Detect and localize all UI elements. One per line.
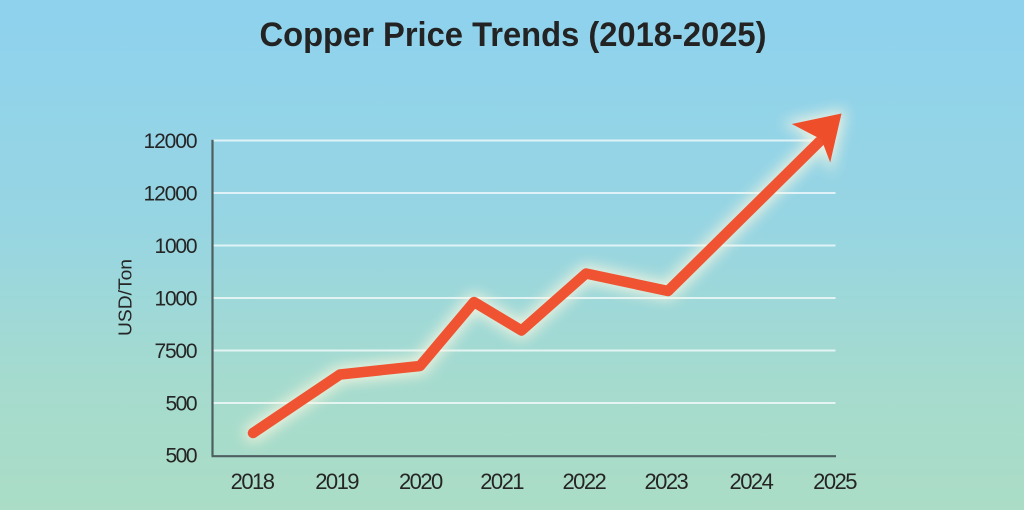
svg-text:500: 500 [166,393,198,416]
svg-text:12000: 12000 [144,183,198,206]
svg-text:500: 500 [166,445,198,468]
svg-text:2019: 2019 [315,469,359,494]
svg-text:Copper Price Trends (2018-2025: Copper Price Trends (2018-2025) [260,16,767,54]
svg-text:2021: 2021 [480,469,524,494]
svg-text:1000: 1000 [155,288,198,311]
svg-text:2020: 2020 [399,469,443,494]
svg-text:2025: 2025 [813,469,857,494]
svg-text:2023: 2023 [644,469,688,494]
svg-text:2018: 2018 [231,469,275,494]
svg-text:1000: 1000 [155,235,198,258]
svg-text:2022: 2022 [562,469,606,494]
svg-text:7500: 7500 [155,340,198,363]
svg-text:2024: 2024 [730,469,774,494]
svg-text:12000: 12000 [144,130,198,153]
svg-text:USD/Ton: USD/Ton [116,259,136,336]
